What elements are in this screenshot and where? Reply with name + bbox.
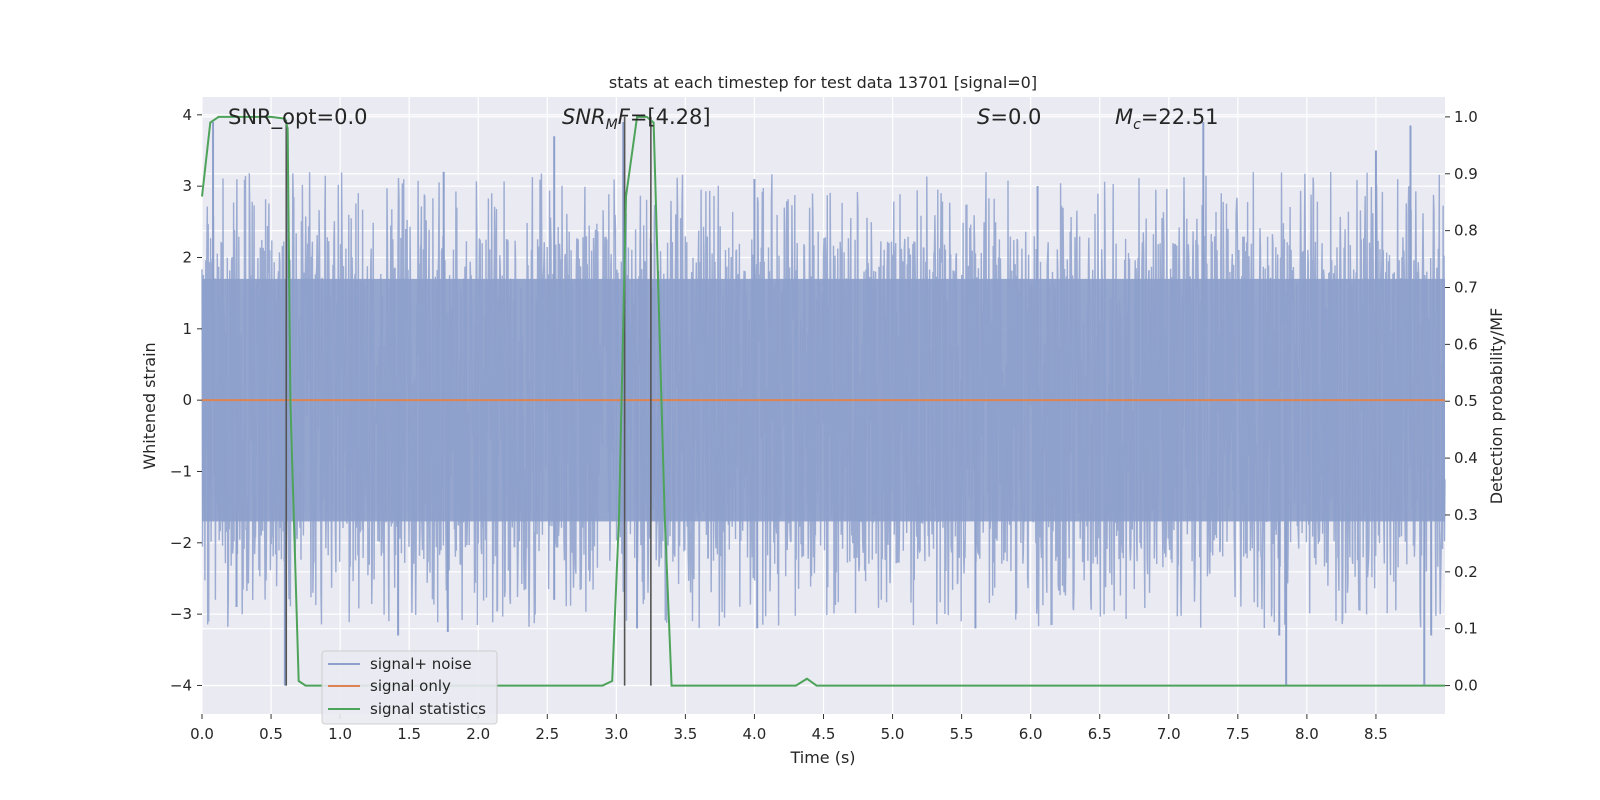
- legend-label-signal-only: signal only: [370, 677, 451, 695]
- x-tick-label: 0.0: [190, 725, 214, 743]
- x-tick-labels: 0.0 0.5 1.0 1.5 2.0 2.5 3.0 3.5 4.0 4.5 5.0 5.5 6.0 6…: [190, 714, 1388, 743]
- y-tick-label-left: 2: [182, 248, 192, 266]
- y-tick-label-left: −1: [170, 462, 192, 480]
- y-tick-label-left: −3: [170, 605, 192, 623]
- annotation-snr-mf: SNRMF=[4.28]: [562, 105, 711, 133]
- x-tick-label: 4.0: [743, 725, 767, 743]
- x-tick-label: 4.5: [812, 725, 836, 743]
- y-tick-label-left: −4: [170, 676, 192, 694]
- x-tick-label: 1.5: [397, 725, 421, 743]
- chart-title: stats at each timestep for test data 137…: [609, 73, 1037, 92]
- y-tick-labels-right: 1.0 0.9 0.8 0.7 0.6 0.5 0.4 0.3 0.2 0.1 0.0: [1445, 108, 1478, 695]
- y-tick-label-right: 0.3: [1454, 506, 1478, 524]
- y-tick-label-left: −2: [170, 534, 192, 552]
- y-tick-label-right: 0.5: [1454, 392, 1478, 410]
- y-axis-label-left: Whitened strain: [140, 342, 159, 469]
- y-tick-label-right: 0.0: [1454, 677, 1478, 695]
- legend-label-signal-noise: signal+ noise: [370, 655, 472, 673]
- x-tick-label: 5.5: [950, 725, 974, 743]
- line-series-layer: [201, 115, 1445, 687]
- x-axis-label: Time (s): [789, 748, 855, 767]
- x-tick-label: 0.5: [259, 725, 283, 743]
- y-tick-label-right: 0.1: [1454, 620, 1478, 638]
- y-tick-label-left: 0: [182, 391, 192, 409]
- annotation-mc-value: =22.51: [1141, 105, 1219, 129]
- x-tick-label: 6.5: [1088, 725, 1112, 743]
- annotation-snr-mf-value: =[4.28]: [630, 105, 711, 129]
- y-tick-label-right: 0.8: [1454, 222, 1478, 240]
- y-tick-label-right: 0.7: [1454, 279, 1478, 297]
- y-tick-label-right: 0.4: [1454, 449, 1478, 467]
- x-tick-label: 1.0: [328, 725, 352, 743]
- x-tick-label: 7.0: [1157, 725, 1181, 743]
- y-tick-label-right: 0.9: [1454, 165, 1478, 183]
- x-tick-label: 2.5: [535, 725, 559, 743]
- legend: signal+ noise signal only signal statist…: [321, 650, 498, 725]
- x-tick-label: 3.5: [673, 725, 697, 743]
- y-tick-label-left: 3: [182, 177, 192, 195]
- y-tick-label-right: 0.6: [1454, 335, 1478, 353]
- x-tick-label: 2.0: [466, 725, 490, 743]
- x-tick-label: 6.0: [1019, 725, 1043, 743]
- annotation-mc: Mc=22.51: [1115, 105, 1219, 133]
- x-tick-label: 8.5: [1364, 725, 1388, 743]
- y-tick-label-right: 1.0: [1454, 108, 1478, 126]
- y-axis-label-right: Detection probability/MF: [1487, 308, 1506, 505]
- annotation-s-value: =0.0: [990, 105, 1041, 129]
- x-tick-label: 3.0: [604, 725, 628, 743]
- y-tick-label-left: 1: [182, 320, 192, 338]
- x-tick-label: 8.0: [1295, 725, 1319, 743]
- series-signal-statistics: [201, 115, 1445, 687]
- y-tick-labels-left: 4 3 2 1 0 −1 −2 −3 −4: [170, 106, 202, 694]
- legend-label-signal-statistics: signal statistics: [370, 700, 486, 718]
- x-tick-label: 5.0: [881, 725, 905, 743]
- annotation-snr-opt: SNR_opt=0.0: [228, 105, 368, 130]
- legend-box: [321, 650, 498, 725]
- y-tick-label-left: 4: [182, 106, 192, 124]
- annotation-s: S=0.0: [977, 105, 1041, 129]
- y-tick-label-right: 0.2: [1454, 563, 1478, 581]
- x-tick-label: 7.5: [1226, 725, 1250, 743]
